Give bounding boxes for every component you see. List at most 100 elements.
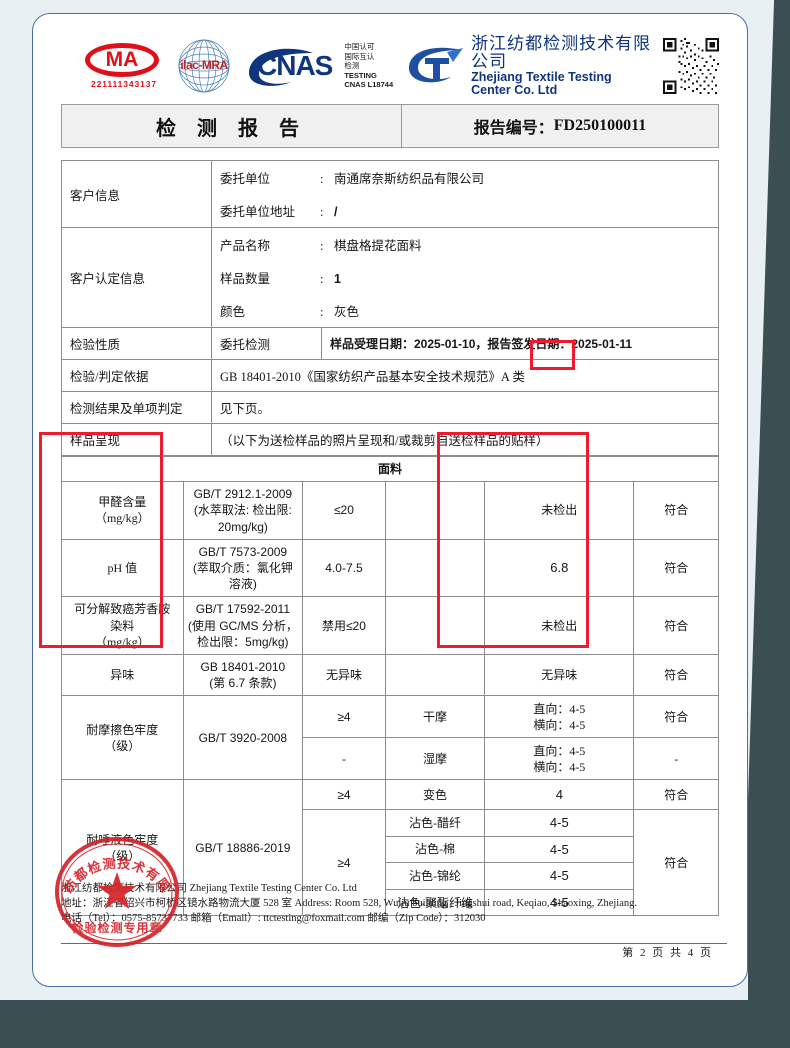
company-name-cn: 浙江纺都检测技术有限公司 bbox=[471, 34, 652, 71]
cnas-line-4: TESTING bbox=[344, 70, 377, 80]
table-row-saliva-cotton: 沾色-棉 4-5 bbox=[62, 835, 719, 864]
page-number: 第 2 页 共 4 页 bbox=[622, 947, 713, 959]
report-info-table: 客户信息 委托单位: 南通席奈斯纺织品有限公司 委托单位地址: / 客户认定信息 产… bbox=[61, 160, 719, 456]
footer-divider bbox=[61, 943, 727, 944]
customer-info-label: 客户信息 bbox=[61, 160, 212, 228]
report-page: MA 221111343137 ilac-MRA bbox=[32, 13, 748, 987]
test-value: 直向：4-5 横向：4-5 bbox=[484, 737, 635, 781]
test-limit: 4.0-7.5 bbox=[302, 538, 386, 598]
page-title: 检 测 报 告 bbox=[62, 105, 402, 147]
field-value: 灰色 bbox=[334, 305, 360, 319]
test-results-table: 面料 甲醛含量 （mg/kg） GB/T 2912.1-2009 (水萃取法: … bbox=[61, 455, 719, 917]
report-number-value: FD250100011 bbox=[553, 117, 647, 134]
result-summary-label: 检测结果及单项判定 bbox=[61, 391, 212, 424]
seal-bottom-text: 检验检测专用章 bbox=[71, 920, 162, 935]
test-standard: GB/T 17592-2011 (使用 GC/MS 分析， 检出限：5mg/kg… bbox=[182, 596, 304, 655]
test-verdict: 符合 bbox=[633, 695, 719, 739]
cma-logo: MA 221111343137 bbox=[85, 43, 163, 89]
test-standard: GB/T 18886-2019 bbox=[182, 779, 304, 917]
test-value: 4-5 bbox=[484, 835, 635, 864]
report-title-bar: 检 测 报 告 报告编号： FD250100011 bbox=[61, 104, 719, 148]
cma-mark-text: MA bbox=[85, 43, 159, 77]
cnas-accreditation-lines: 中国认可 国际互认 检测 TESTING CNAS L18744 bbox=[344, 42, 393, 90]
basis-value: GB 18401-2010《国家纺织产品基本安全技术规范》A 类 bbox=[211, 359, 719, 392]
field-colon: : bbox=[320, 205, 324, 219]
test-standard: GB/T 2912.1-2009 (水萃取法: 检出限: 20mg/kg) bbox=[182, 481, 304, 540]
test-item: 甲醛含量 （mg/kg） bbox=[61, 481, 184, 540]
official-seal: 浙江纺都检测技术有限公司 检验检测专用章 bbox=[51, 836, 179, 947]
test-verdict: 符合 bbox=[633, 596, 719, 655]
test-verdict: 符合 bbox=[633, 779, 719, 811]
test-limit: ≥4 bbox=[302, 779, 386, 811]
field-colon: : bbox=[320, 172, 324, 186]
field-label: 样品数量 bbox=[220, 272, 271, 286]
test-sub: 变色 bbox=[384, 779, 486, 811]
test-sub: 沾色-醋纤 bbox=[384, 809, 486, 837]
test-value: 未检出 bbox=[484, 596, 635, 655]
test-value: 直向：4-5 横向：4-5 bbox=[484, 695, 635, 739]
cnas-line-1: 中国认可 bbox=[344, 42, 375, 52]
footer-contact-line: 电话（Tel）：0575-85737733 邮箱（Email）: ttctest… bbox=[61, 913, 486, 924]
test-item: pH 值 bbox=[61, 538, 184, 598]
table-row-saliva-colorchange: 耐唾液色牢度 （级） GB/T 18886-2019 ≥4 变色 4 符合 bbox=[61, 779, 719, 917]
test-value: 无异味 bbox=[484, 653, 635, 697]
field-client-address: 委托单位地址: / bbox=[212, 194, 718, 227]
viewer-bottom-band bbox=[0, 1000, 790, 1048]
cma-certificate-number: 221111343137 bbox=[90, 79, 158, 89]
ilac-mra-logo: ilac-MRA bbox=[173, 37, 235, 95]
test-value: 4-5 bbox=[484, 888, 635, 917]
table-row-customer-info: 客户信息 委托单位: 南通席奈斯纺织品有限公司 委托单位地址: / bbox=[61, 160, 719, 228]
field-label: 产品名称 bbox=[220, 239, 271, 253]
test-value: 4 bbox=[484, 779, 635, 811]
field-client-name: 委托单位: 南通席奈斯纺织品有限公司 bbox=[212, 161, 718, 194]
test-item: 耐摩擦色牢度 （级） bbox=[61, 695, 184, 781]
test-verdict: 符合 bbox=[633, 481, 719, 540]
report-number-label: 报告编号： bbox=[473, 120, 554, 137]
inspection-nature-value: 委托检测 bbox=[211, 327, 322, 360]
field-colon: : bbox=[320, 272, 324, 286]
table-row-inspection-nature: 检验性质 委托检测 样品受理日期：2025-01-10，报告签发日期：2025-… bbox=[61, 327, 719, 360]
table-row-saliva-polyester: 沾色-聚酯纤维 4-5 bbox=[62, 888, 719, 917]
field-label: 委托单位地址 bbox=[220, 205, 296, 219]
field-value: / bbox=[334, 205, 338, 219]
test-limit: 无异味 bbox=[302, 653, 386, 697]
test-value: 6.8 bbox=[484, 538, 635, 598]
table-row-declared-info: 客户认定信息 产品名称: 棋盘格提花面料 样品数量:1 颜色: 灰色 bbox=[61, 227, 719, 328]
ilac-mra-text: ilac-MRA bbox=[180, 58, 228, 72]
test-limit: ≥4 bbox=[302, 809, 386, 917]
company-name-en: Zhejiang Textile Testing Center Co. Ltd bbox=[471, 69, 612, 97]
test-sub bbox=[384, 481, 486, 540]
inspection-nature-label: 检验性质 bbox=[61, 327, 212, 360]
test-item: 可分解致癌芳香胺 染料 （mg/kg） bbox=[61, 596, 184, 655]
field-value: 南通席奈斯纺织品有限公司 bbox=[334, 172, 485, 186]
field-product-name: 产品名称: 棋盘格提花面料 bbox=[212, 228, 718, 261]
test-standard: GB/T 7573-2009 (萃取介质：氯化钾 溶液) bbox=[182, 538, 304, 598]
field-label: 颜色 bbox=[220, 305, 246, 319]
test-standard: GB/T 3920-2008 bbox=[182, 695, 304, 781]
field-label: 委托单位 bbox=[220, 172, 271, 186]
section-title-fabric: 面料 bbox=[61, 455, 719, 483]
cnas-wordmark: CNAS bbox=[257, 50, 333, 81]
test-value: 未检出 bbox=[484, 481, 635, 540]
page-footer: 浙江纺都检测技术有限公司 Zhejiang Textile Testing Ce… bbox=[61, 881, 719, 926]
customer-info-values: 委托单位: 南通席奈斯纺织品有限公司 委托单位地址: / bbox=[211, 160, 719, 228]
certification-logo-row: MA 221111343137 ilac-MRA bbox=[61, 34, 719, 98]
table-row-azo-dyes: 可分解致癌芳香胺 染料 （mg/kg） GB/T 17592-2011 (使用 … bbox=[61, 596, 719, 655]
field-value: 棋盘格提花面料 bbox=[334, 239, 422, 253]
field-colon: : bbox=[320, 239, 324, 253]
footer-address-line: 地址：浙江省绍兴市柯桥区镜水路物流大厦 528 室 Address: Room … bbox=[61, 898, 637, 909]
cnas-logo: CNAS 中国认可 国际互认 检测 TESTING CNAS L18744 bbox=[245, 42, 393, 90]
qr-code bbox=[663, 38, 719, 94]
table-row-formaldehyde: 甲醛含量 （mg/kg） GB/T 2912.1-2009 (水萃取法: 检出限… bbox=[61, 481, 719, 540]
ttc-swoosh-icon bbox=[409, 47, 464, 83]
test-standard: GB 18401-2010 (第 6.7 条款) bbox=[182, 653, 304, 697]
cnas-line-3: 检测 bbox=[344, 61, 360, 71]
table-row-section-header: 面料 bbox=[61, 455, 719, 483]
test-sub bbox=[384, 596, 486, 655]
table-row-odor: 异味 GB 18401-2010 (第 6.7 条款) 无异味 无异味 符合 bbox=[61, 653, 719, 697]
test-verdict: - bbox=[633, 737, 719, 781]
sample-presentation-label: 样品呈现 bbox=[61, 423, 212, 456]
basis-label: 检验/判定依据 bbox=[61, 359, 212, 392]
footer-company-line: 浙江纺都检测技术有限公司 Zhejiang Textile Testing Ce… bbox=[61, 883, 357, 894]
field-sample-quantity: 样品数量:1 bbox=[212, 261, 718, 294]
